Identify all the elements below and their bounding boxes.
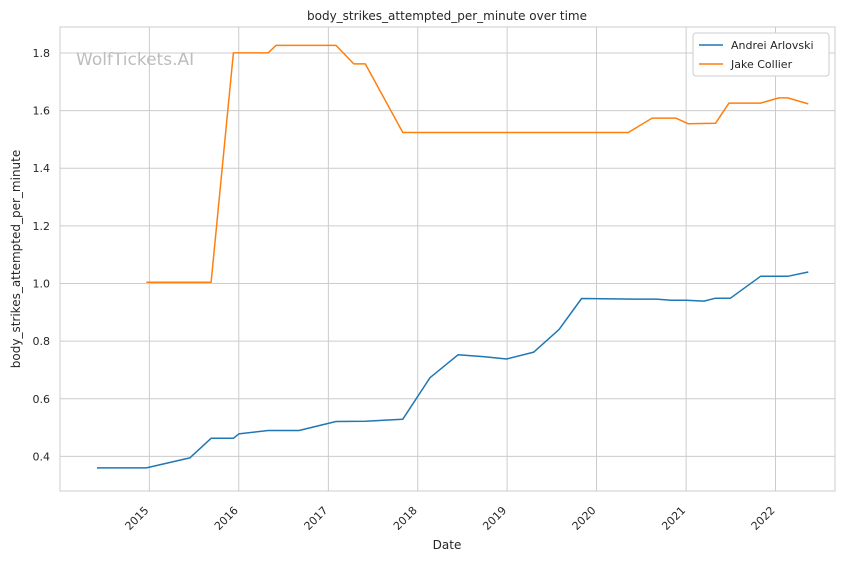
y-tick-label: 0.6 bbox=[33, 393, 51, 406]
legend-label: Andrei Arlovski bbox=[731, 39, 814, 52]
series-line-jake-collier bbox=[146, 44, 809, 284]
series-lines bbox=[97, 44, 809, 469]
x-axis-label: Date bbox=[433, 538, 462, 552]
grid bbox=[60, 27, 835, 491]
y-tick-label: 1.2 bbox=[33, 220, 51, 233]
y-axis-label: body_strikes_attempted_per_minute bbox=[9, 150, 23, 368]
y-tick-label: 0.4 bbox=[33, 450, 51, 463]
legend-box bbox=[692, 32, 830, 77]
y-tick-label: 1.4 bbox=[33, 162, 51, 175]
y-tick-label: 1.0 bbox=[33, 277, 51, 290]
series-line-andrei-arlovski bbox=[97, 271, 809, 469]
watermark: WolfTickets.AI bbox=[76, 50, 194, 70]
y-tick-label: 1.6 bbox=[33, 105, 51, 118]
y-tick-label: 1.8 bbox=[33, 47, 51, 60]
chart-title: body_strikes_attempted_per_minute over t… bbox=[307, 9, 587, 23]
y-tick-label: 0.8 bbox=[33, 335, 51, 348]
legend-label: Jake Collier bbox=[730, 58, 793, 71]
legend: Andrei Arlovski Jake Collier bbox=[692, 32, 830, 77]
plot-frame bbox=[59, 26, 836, 492]
